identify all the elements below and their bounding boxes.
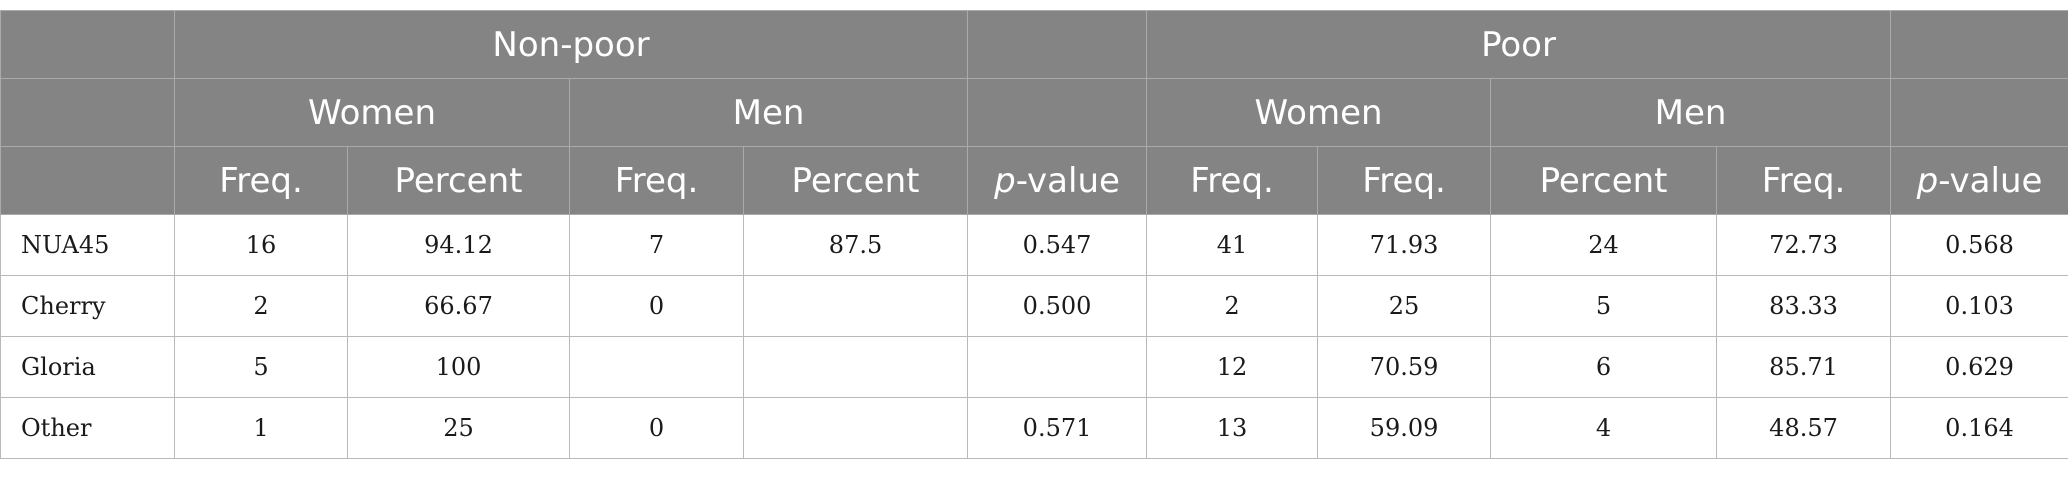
table-cell: 87.5 xyxy=(742,214,969,276)
header-row-subgroups: Women Men Women Men xyxy=(0,78,2068,147)
table-cell: 2 xyxy=(1146,275,1319,337)
table-cell: 0.164 xyxy=(1890,397,2068,459)
table-cell: 0.571 xyxy=(967,397,1148,459)
row-label: Gloria xyxy=(0,336,175,398)
table-cell: 7 xyxy=(569,214,744,276)
column-header: Freq. xyxy=(1146,146,1319,215)
header-corner-cell xyxy=(0,146,175,215)
table-cell: 71.93 xyxy=(1317,214,1492,276)
column-header: Percent xyxy=(347,146,570,215)
table-row: Cherry 2 66.67 0 0.500 2 25 5 83.33 0.10… xyxy=(0,275,2068,337)
table-cell: 66.67 xyxy=(347,275,570,337)
column-header: Freq. xyxy=(1317,146,1492,215)
p-italic: p xyxy=(1916,160,1939,201)
column-header-p-value: p-value xyxy=(1890,146,2068,215)
header-row-columns: Freq. Percent Freq. Percent p-value Freq… xyxy=(0,146,2068,215)
row-label: Cherry xyxy=(0,275,175,337)
header-subgroup-poor-men: Men xyxy=(1490,78,1892,147)
table-cell xyxy=(967,336,1148,398)
table-cell: 0.547 xyxy=(967,214,1148,276)
data-table-container: Non-poor Poor Women Men Women Men Freq. … xyxy=(0,10,2068,459)
header-subgroup-nonpoor-men: Men xyxy=(568,78,969,147)
table-cell: 0.500 xyxy=(967,275,1148,337)
table-cell: 85.71 xyxy=(1716,336,1892,398)
table-cell: 100 xyxy=(347,336,570,398)
table-cell: 24 xyxy=(1490,214,1718,276)
header-corner-cell xyxy=(0,10,175,79)
header-group-poor: Poor xyxy=(1146,10,1892,79)
table-cell: 25 xyxy=(347,397,570,459)
table-cell: 70.59 xyxy=(1317,336,1492,398)
p-value-suffix: -value xyxy=(1015,160,1120,201)
header-subgroup-nonpoor-women: Women xyxy=(174,78,570,147)
table-cell: 41 xyxy=(1146,214,1319,276)
table-cell: 16 xyxy=(174,214,348,276)
table-cell: 59.09 xyxy=(1317,397,1492,459)
column-header: Freq. xyxy=(569,146,744,215)
table-cell: 5 xyxy=(1490,275,1718,337)
table-cell: 5 xyxy=(174,336,348,398)
table-cell: 2 xyxy=(174,275,348,337)
table-cell xyxy=(569,336,744,398)
header-empty-cell xyxy=(967,78,1148,147)
column-header-p-value: p-value xyxy=(967,146,1148,215)
header-subgroup-poor-women: Women xyxy=(1146,78,1492,147)
table-cell: 94.12 xyxy=(347,214,570,276)
table-cell: 72.73 xyxy=(1716,214,1892,276)
column-header: Percent xyxy=(1490,146,1718,215)
column-header: Percent xyxy=(742,146,969,215)
row-label: NUA45 xyxy=(0,214,175,276)
table-cell: 0.568 xyxy=(1890,214,2068,276)
table-cell: 0 xyxy=(569,397,744,459)
table-cell: 25 xyxy=(1317,275,1492,337)
table-row: Gloria 5 100 12 70.59 6 85.71 0.629 xyxy=(0,336,2068,398)
table-cell: 48.57 xyxy=(1716,397,1892,459)
table-row: Other 1 25 0 0.571 13 59.09 4 48.57 0.16… xyxy=(0,397,2068,459)
table-cell: 0.103 xyxy=(1890,275,2068,337)
header-group-non-poor: Non-poor xyxy=(173,10,969,79)
table-cell: 13 xyxy=(1146,397,1319,459)
row-label: Other xyxy=(0,397,175,459)
table-cell: 1 xyxy=(174,397,348,459)
header-empty-cell xyxy=(1890,10,2068,79)
table-cell: 4 xyxy=(1490,397,1718,459)
p-value-suffix: -value xyxy=(1938,160,2043,201)
table-cell: 6 xyxy=(1490,336,1718,398)
header-empty-cell xyxy=(1890,78,2068,147)
column-header: Freq. xyxy=(174,146,348,215)
header-empty-cell xyxy=(967,10,1148,79)
table-row: NUA45 16 94.12 7 87.5 0.547 41 71.93 24 … xyxy=(0,214,2068,276)
table-cell: 12 xyxy=(1146,336,1319,398)
column-header: Freq. xyxy=(1716,146,1892,215)
header-row-groups: Non-poor Poor xyxy=(0,10,2068,79)
table-cell: 0.629 xyxy=(1890,336,2068,398)
p-italic: p xyxy=(994,160,1016,201)
table-cell xyxy=(742,397,969,459)
data-table: Non-poor Poor Women Men Women Men Freq. … xyxy=(0,10,2068,459)
table-cell xyxy=(742,275,969,337)
table-cell: 83.33 xyxy=(1716,275,1892,337)
table-cell xyxy=(742,336,969,398)
table-cell: 0 xyxy=(569,275,744,337)
header-corner-cell xyxy=(0,78,175,147)
